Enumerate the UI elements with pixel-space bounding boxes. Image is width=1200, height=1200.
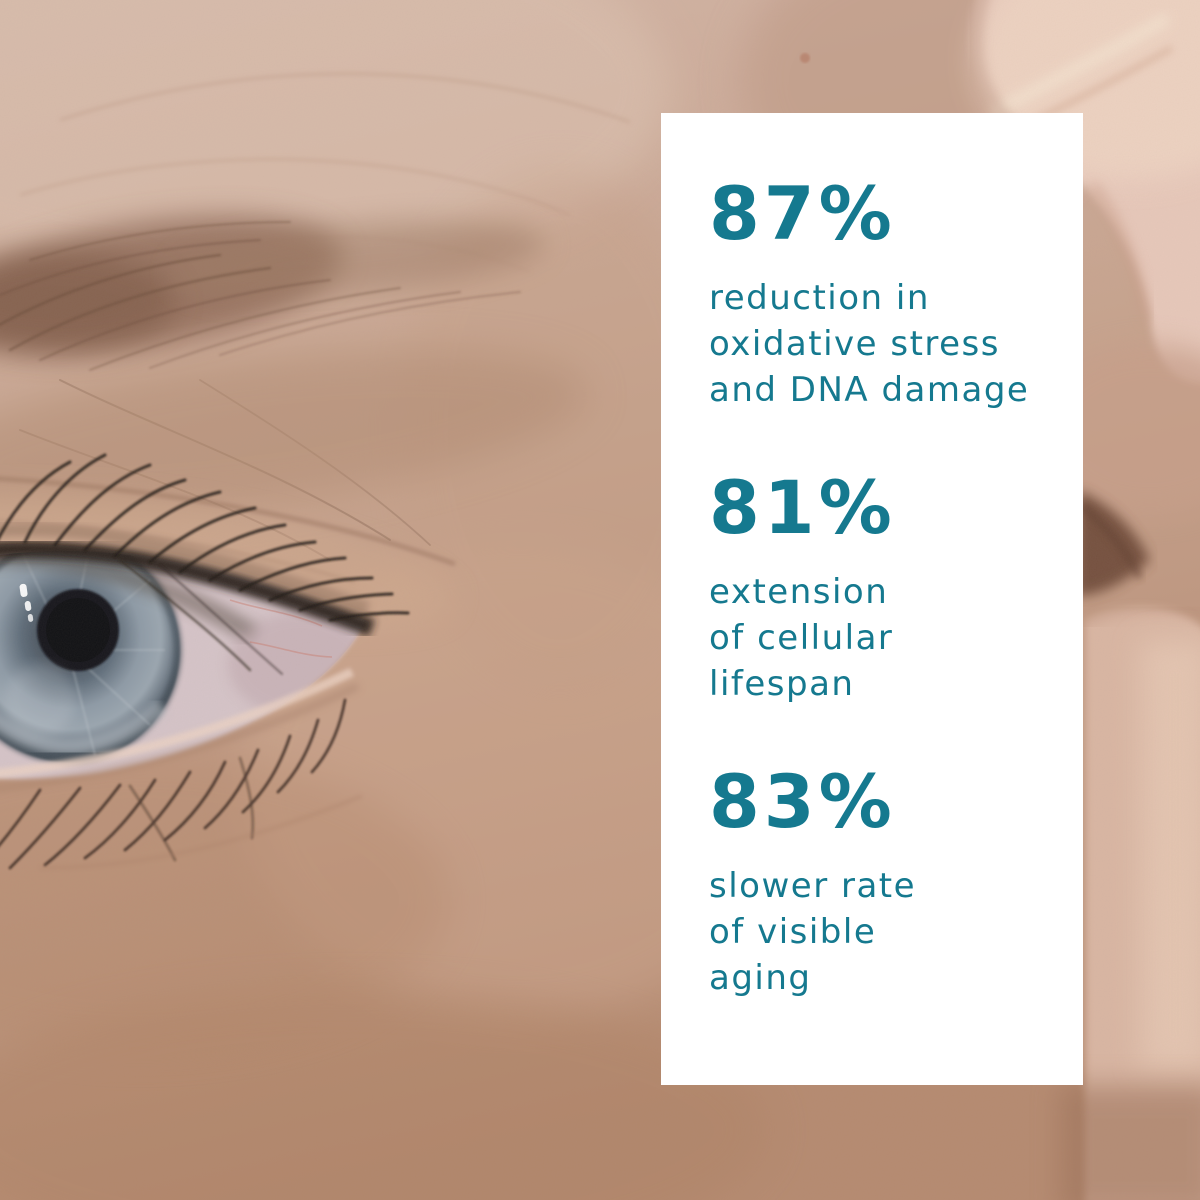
stat-line: of visible	[709, 912, 877, 952]
stat-line: lifespan	[709, 664, 855, 704]
stat-line: oxidative stress	[709, 324, 1000, 364]
stat-description: slower rate of visible aging	[709, 863, 1043, 1001]
stats-card: 87% reduction in oxidative stress and DN…	[661, 113, 1083, 1085]
stat-block-cellular-lifespan: 81% extension of cellular lifespan	[709, 471, 1043, 707]
stat-line: reduction in	[709, 278, 930, 318]
stat-line: aging	[709, 958, 812, 998]
stat-line: of cellular	[709, 618, 894, 658]
stat-value: 87%	[709, 172, 896, 257]
stat-description: reduction in oxidative stress and DNA da…	[709, 275, 1043, 413]
stat-block-visible-aging: 83% slower rate of visible aging	[709, 765, 1043, 1001]
stat-description: extension of cellular lifespan	[709, 569, 1043, 707]
stat-line: slower rate	[709, 866, 917, 906]
stat-value: 81%	[709, 466, 896, 551]
stat-line: extension	[709, 572, 889, 612]
stat-line: and DNA damage	[709, 370, 1030, 410]
stat-value: 83%	[709, 760, 896, 845]
stat-block-oxidative-stress: 87% reduction in oxidative stress and DN…	[709, 177, 1043, 413]
